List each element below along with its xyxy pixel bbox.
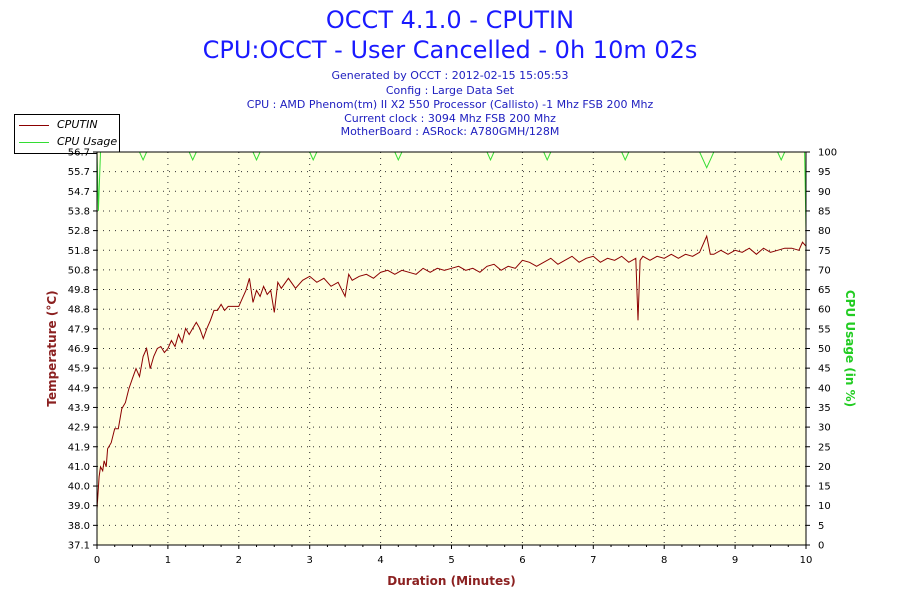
- y-tick-label: 49.8: [68, 285, 90, 296]
- y2-tick-label: 55: [818, 324, 831, 335]
- y2-tick-label: 50: [818, 344, 831, 355]
- y2-tick-label: 30: [818, 423, 831, 434]
- y2-tick-label: 70: [818, 265, 831, 276]
- y-tick-label: 50.8: [68, 265, 90, 276]
- y2-tick-label: 100: [818, 148, 837, 159]
- y-tick-label: 51.8: [68, 246, 90, 257]
- y2-tick-label: 80: [818, 226, 831, 237]
- y2-axis-label: CPU Usage (in %): [843, 290, 857, 407]
- y2-tick-label: 5: [818, 521, 824, 532]
- y-tick-label: 37.1: [68, 541, 90, 552]
- chart-subtitle: CPU:OCCT - User Cancelled - 0h 10m 02s: [202, 36, 698, 64]
- y-tick-label: 54.7: [68, 187, 90, 198]
- series-line-cputin: [96, 234, 807, 509]
- y2-tick-label: 95: [818, 167, 831, 178]
- legend-item-cpu-usage: CPU Usage: [19, 134, 119, 150]
- x-tick-label: 0: [94, 555, 100, 566]
- y2-tick-label: 10: [818, 501, 831, 512]
- info-cpu: CPU : AMD Phenom(tm) II X2 550 Processor…: [246, 98, 654, 111]
- y2-tick-label: 0: [818, 541, 824, 552]
- x-tick-label: 5: [448, 555, 454, 566]
- y-tick-label: 43.9: [68, 403, 90, 414]
- x-tick-label: 3: [307, 555, 313, 566]
- y-tick-label: 40.0: [68, 482, 90, 493]
- y-tick-label: 44.9: [68, 383, 90, 394]
- info-motherboard: MotherBoard : ASRock: A780GMH/128M: [340, 125, 560, 138]
- legend: CPUTIN CPU Usage: [14, 114, 120, 154]
- x-tick-label: 1: [165, 555, 171, 566]
- legend-item-cputin: CPUTIN: [19, 117, 119, 133]
- legend-label-cputin: CPUTIN: [57, 118, 98, 131]
- y2-tick-label: 60: [818, 305, 831, 316]
- x-tick-label: 4: [377, 555, 383, 566]
- y-tick-label: 53.8: [68, 206, 90, 217]
- x-axis-label: Duration (Minutes): [387, 574, 515, 588]
- y-tick-label: 52.8: [68, 226, 90, 237]
- y-tick-label: 45.9: [68, 364, 90, 375]
- info-generated: Generated by OCCT : 2012-02-15 15:05:53: [331, 69, 569, 82]
- plot-frame: [96, 151, 807, 546]
- x-tick-label: 9: [732, 555, 738, 566]
- y2-tick-label: 25: [818, 442, 831, 453]
- y-tick-label: 46.9: [68, 344, 90, 355]
- y2-tick-label: 85: [818, 206, 831, 217]
- x-tick-label: 7: [590, 555, 596, 566]
- x-tick-label: 10: [800, 555, 813, 566]
- x-tick-label: 8: [661, 555, 667, 566]
- y-tick-label: 56.7: [68, 148, 90, 159]
- y2-tick-label: 90: [818, 187, 831, 198]
- y-tick-label: 41.9: [68, 442, 90, 453]
- y2-tick-label: 65: [818, 285, 831, 296]
- y2-tick-label: 40: [818, 383, 831, 394]
- y2-tick-label: 20: [818, 462, 831, 473]
- legend-label-cpu-usage: CPU Usage: [57, 135, 118, 148]
- y-tick-label: 38.0: [68, 521, 90, 532]
- x-tick-label: 2: [236, 555, 242, 566]
- y-tick-label: 48.8: [68, 305, 90, 316]
- y-tick-label: 42.9: [68, 423, 90, 434]
- y-tick-label: 41.0: [68, 462, 90, 473]
- y2-tick-label: 45: [818, 364, 831, 375]
- legend-swatch-cputin: [19, 125, 49, 126]
- y-axis-label: Temperature (°C): [45, 290, 59, 406]
- x-tick-label: 6: [519, 555, 525, 566]
- info-config: Config : Large Data Set: [385, 84, 515, 97]
- y2-tick-label: 15: [818, 482, 831, 493]
- chart-title: OCCT 4.1.0 - CPUTIN: [325, 6, 575, 34]
- legend-swatch-cpu-usage: [19, 142, 49, 143]
- y2-tick-label: 35: [818, 403, 831, 414]
- y-tick-label: 55.7: [68, 167, 90, 178]
- info-clock: Current clock : 3094 Mhz FSB 200 Mhz: [344, 112, 556, 125]
- y2-tick-label: 75: [818, 246, 831, 257]
- y-tick-label: 47.9: [68, 324, 90, 335]
- y-tick-label: 39.0: [68, 501, 90, 512]
